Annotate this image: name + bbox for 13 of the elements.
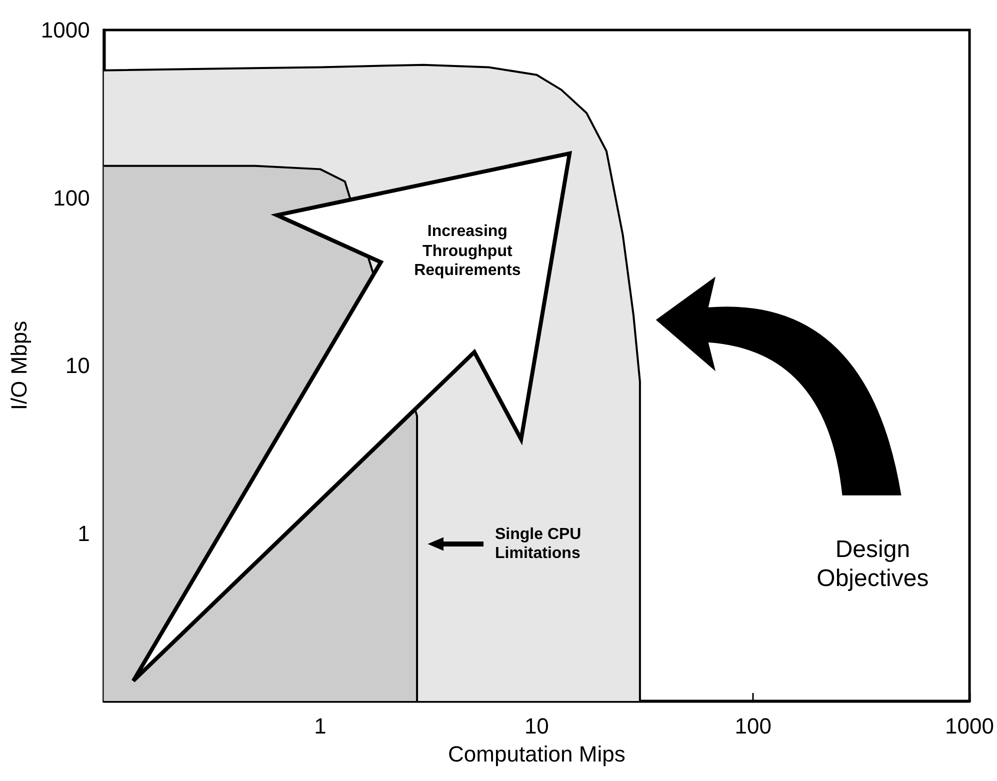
- x-tick-label: 1000: [945, 714, 994, 738]
- y-tick-label: 100: [53, 185, 90, 210]
- x-axis-title: Computation Mips: [448, 742, 626, 766]
- annotation: Increasing Throughput Requirements: [413, 222, 522, 280]
- y-tick-label: 1: [78, 520, 90, 546]
- x-tick-label: 10: [524, 714, 549, 738]
- y-tick-label: 1000: [40, 18, 90, 42]
- y-tick-label: 10: [65, 353, 90, 378]
- x-tick-label: 100: [734, 714, 772, 738]
- y-axis-title: I/O Mbps: [6, 320, 32, 410]
- annotation: Design Objectives: [816, 536, 930, 594]
- x-tick-label: 1: [314, 714, 326, 738]
- annotation: Single CPU Limitations: [495, 524, 582, 564]
